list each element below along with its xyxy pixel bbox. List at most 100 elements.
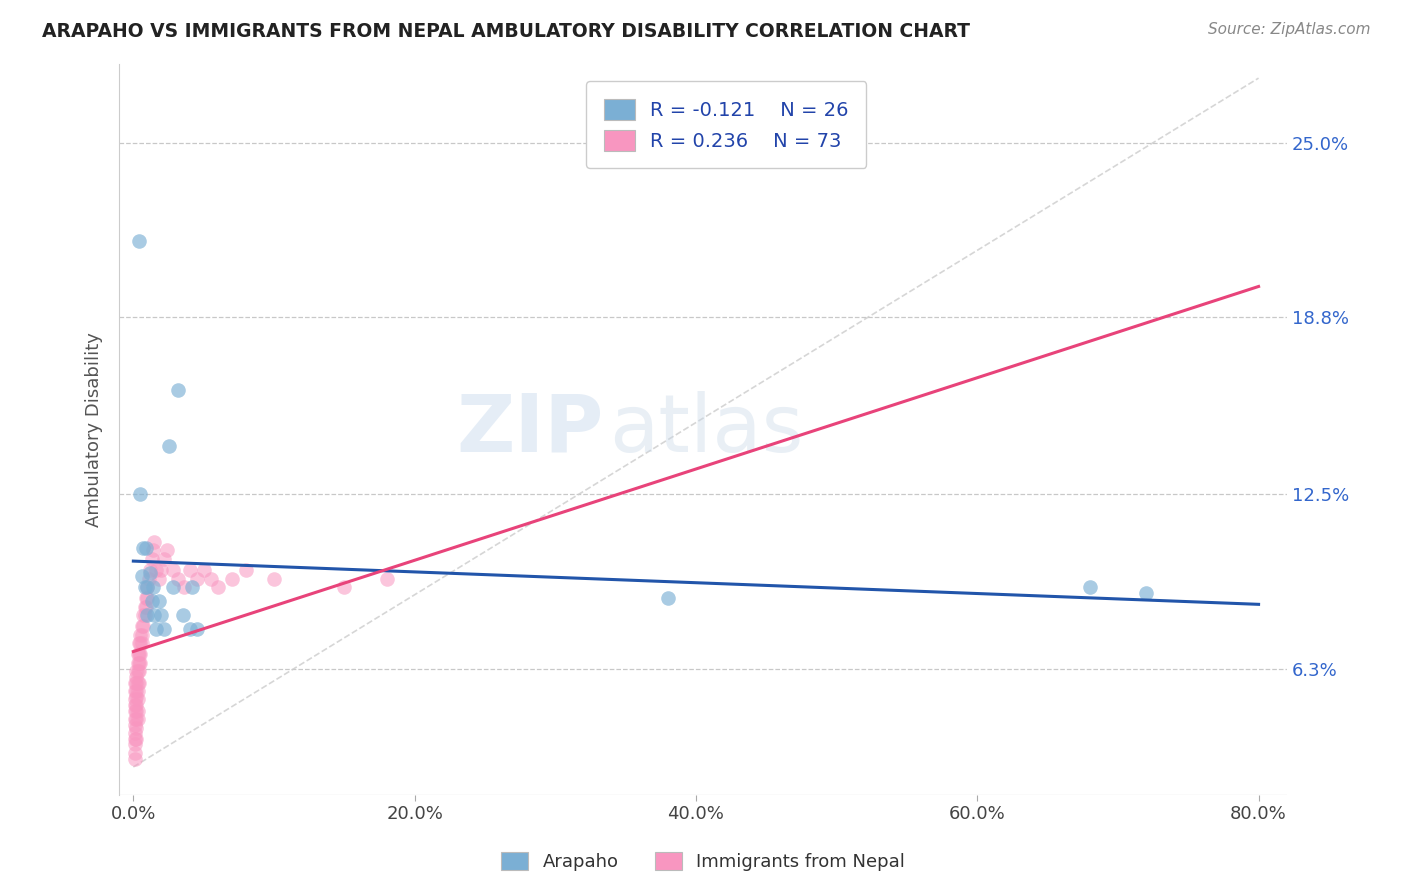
Point xyxy=(153,622,176,636)
Point xyxy=(128,648,150,662)
Point xyxy=(127,675,149,690)
Point xyxy=(131,619,153,633)
Point xyxy=(124,738,146,752)
Point xyxy=(124,704,146,718)
Point xyxy=(124,684,146,698)
Point xyxy=(139,566,162,580)
Point xyxy=(127,712,149,726)
Point xyxy=(136,608,159,623)
Point xyxy=(162,563,184,577)
Point xyxy=(129,487,152,501)
Point xyxy=(127,704,149,718)
Point xyxy=(167,572,190,586)
Point xyxy=(132,541,155,555)
Point xyxy=(124,726,146,740)
Point xyxy=(125,698,148,712)
Point xyxy=(134,580,156,594)
Legend: Arapaho, Immigrants from Nepal: Arapaho, Immigrants from Nepal xyxy=(494,845,912,879)
Point xyxy=(181,580,204,594)
Point xyxy=(142,543,165,558)
Point xyxy=(143,535,166,549)
Point xyxy=(127,684,149,698)
Point xyxy=(124,718,146,732)
Point xyxy=(127,692,149,706)
Point xyxy=(135,541,157,555)
Text: ARAPAHO VS IMMIGRANTS FROM NEPAL AMBULATORY DISABILITY CORRELATION CHART: ARAPAHO VS IMMIGRANTS FROM NEPAL AMBULAT… xyxy=(42,22,970,41)
Point xyxy=(148,572,170,586)
Point xyxy=(167,383,190,397)
Point xyxy=(135,591,157,606)
Point xyxy=(125,731,148,746)
Text: atlas: atlas xyxy=(610,391,804,468)
Point xyxy=(150,563,173,577)
Point xyxy=(127,648,149,662)
Point xyxy=(132,619,155,633)
Point xyxy=(124,712,146,726)
Point xyxy=(124,746,146,760)
Point xyxy=(128,636,150,650)
Point xyxy=(128,675,150,690)
Point xyxy=(127,665,149,679)
Point xyxy=(143,608,166,623)
Point xyxy=(131,628,153,642)
Point xyxy=(186,572,208,586)
Point xyxy=(186,622,208,636)
Point xyxy=(179,622,201,636)
Point xyxy=(150,608,173,623)
Point xyxy=(125,712,148,726)
Point xyxy=(124,675,146,690)
Point xyxy=(136,580,159,594)
Point xyxy=(125,675,148,690)
Point xyxy=(129,656,152,670)
Point xyxy=(128,234,150,248)
Point xyxy=(125,665,148,679)
Point xyxy=(153,552,176,566)
Y-axis label: Ambulatory Disability: Ambulatory Disability xyxy=(86,332,103,527)
Point xyxy=(128,656,150,670)
Text: ZIP: ZIP xyxy=(457,391,603,468)
Point xyxy=(125,690,148,704)
Point xyxy=(136,580,159,594)
Point xyxy=(221,572,243,586)
Point xyxy=(124,751,146,765)
Point xyxy=(156,543,179,558)
Point xyxy=(131,568,153,582)
Point xyxy=(128,665,150,679)
Point xyxy=(125,670,148,684)
Point xyxy=(333,580,356,594)
Point xyxy=(148,594,170,608)
Point xyxy=(129,648,152,662)
Point xyxy=(142,580,165,594)
Point xyxy=(235,563,257,577)
Point xyxy=(132,608,155,623)
Point xyxy=(263,572,285,586)
Point xyxy=(157,439,180,453)
Point xyxy=(125,721,148,735)
Point xyxy=(145,563,167,577)
Point xyxy=(134,599,156,614)
Point xyxy=(375,572,398,586)
Point xyxy=(162,580,184,594)
Point xyxy=(135,599,157,614)
Point xyxy=(136,591,159,606)
Point xyxy=(129,636,152,650)
Point xyxy=(124,692,146,706)
Point xyxy=(124,731,146,746)
Point xyxy=(193,563,215,577)
Point xyxy=(173,580,195,594)
Point xyxy=(138,572,160,586)
Point xyxy=(172,608,194,623)
Point xyxy=(125,704,148,718)
Point xyxy=(134,608,156,623)
Point xyxy=(131,636,153,650)
Text: Source: ZipAtlas.com: Source: ZipAtlas.com xyxy=(1208,22,1371,37)
Point xyxy=(207,580,229,594)
Point xyxy=(657,591,679,606)
Point xyxy=(125,684,148,698)
Point xyxy=(129,628,152,642)
Point xyxy=(127,656,149,670)
Point xyxy=(1135,585,1157,599)
Point xyxy=(200,572,222,586)
Point xyxy=(179,563,201,577)
Point xyxy=(141,594,163,608)
